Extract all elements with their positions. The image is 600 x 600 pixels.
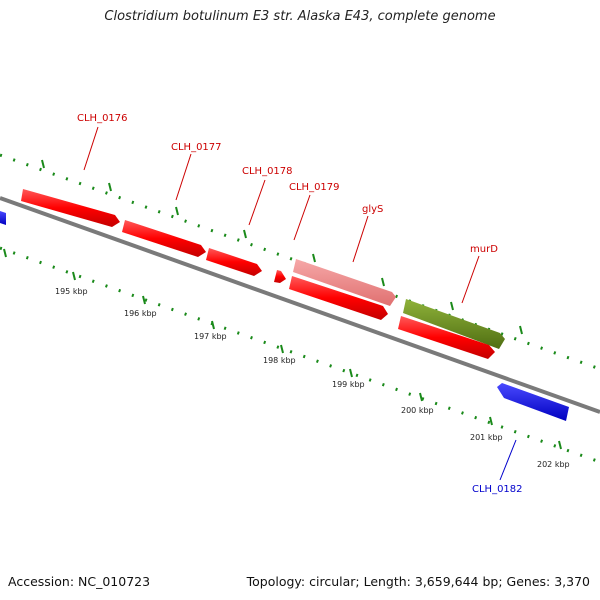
- outer-tick-track: [0, 153, 600, 371]
- gene-label-clh-0178: CLH_0178: [242, 166, 293, 177]
- kbp-label: 197 kbp: [194, 332, 227, 341]
- inner-major-tick: [142, 295, 146, 305]
- leader-clh-0177: [175, 153, 192, 201]
- leader-clh-0179: [293, 194, 311, 241]
- outer-major-tick: [381, 277, 385, 287]
- inner-major-tick: [3, 248, 7, 258]
- inner-major-tick: [558, 440, 562, 450]
- leader-clh-0182: [499, 439, 517, 481]
- inner-major-tick: [349, 368, 353, 378]
- gene-arrow-clh-0180[interactable]: [289, 276, 388, 320]
- outer-major-tick: [41, 159, 45, 169]
- outer-major-tick: [243, 229, 247, 239]
- outer-major-tick: [519, 325, 523, 335]
- outer-major-tick: [175, 206, 179, 216]
- gene-arrow-glys[interactable]: [293, 259, 396, 306]
- gene-label-clh-0176: CLH_0176: [77, 113, 128, 124]
- gene-arrow-clh-0176[interactable]: [21, 189, 120, 227]
- gene-arrow-clh-0178[interactable]: [206, 248, 262, 276]
- kbp-label: 202 kbp: [537, 460, 570, 469]
- outer-major-tick: [108, 182, 112, 192]
- kbp-label: 195 kbp: [55, 287, 88, 296]
- forward-genes: [21, 189, 505, 359]
- gene-label-murd: murD: [470, 244, 498, 255]
- gene-arrow-murd[interactable]: [403, 299, 505, 349]
- inner-tick-track: [0, 246, 600, 464]
- kbp-label: 200 kbp: [401, 406, 434, 415]
- kbp-label: 198 kbp: [263, 356, 296, 365]
- inner-major-tick: [419, 392, 423, 402]
- kbp-label: 201 kbp: [470, 433, 503, 442]
- gene-arrow-left-edge[interactable]: [0, 211, 6, 225]
- gene-arrow-clh-0181[interactable]: [398, 316, 495, 359]
- inner-major-tick: [72, 271, 76, 281]
- kbp-label: 199 kbp: [332, 380, 365, 389]
- label-leaders: [83, 126, 517, 481]
- gene-label-clh-0179: CLH_0179: [289, 182, 340, 193]
- accession-text: Accession: NC_010723: [8, 574, 151, 589]
- gene-arrow-clh-0182[interactable]: [497, 383, 569, 421]
- leader-clh-0176: [83, 126, 99, 171]
- genome-backbone: [0, 196, 600, 414]
- outer-major-tick: [450, 301, 454, 311]
- map-title: Clostridium botulinum E3 str. Alaska E43…: [104, 9, 496, 24]
- gene-arrow-clh-0177[interactable]: [122, 220, 206, 257]
- kbp-scale-labels: 195 kbp 196 kbp 197 kbp 198 kbp 199 kbp …: [55, 287, 570, 469]
- leader-clh-0178: [248, 179, 266, 226]
- gene-arrow-clh-0179[interactable]: [274, 270, 286, 283]
- inner-major-tick: [489, 416, 493, 426]
- leader-glys: [352, 215, 369, 263]
- gene-label-clh-0177: CLH_0177: [171, 142, 222, 153]
- outer-major-tick: [312, 253, 316, 263]
- gene-label-clh-0182: CLH_0182: [472, 484, 523, 495]
- reverse-genes: [0, 211, 569, 421]
- gene-labels: CLH_0176 CLH_0177 CLH_0178 CLH_0179 glyS…: [77, 113, 523, 495]
- gene-label-glys: glyS: [362, 204, 383, 215]
- genome-summary-text: Topology: circular; Length: 3,659,644 bp…: [246, 574, 590, 589]
- kbp-label: 196 kbp: [124, 309, 157, 318]
- leader-murd: [461, 255, 480, 304]
- inner-major-tick: [280, 344, 284, 354]
- inner-major-tick: [211, 320, 215, 330]
